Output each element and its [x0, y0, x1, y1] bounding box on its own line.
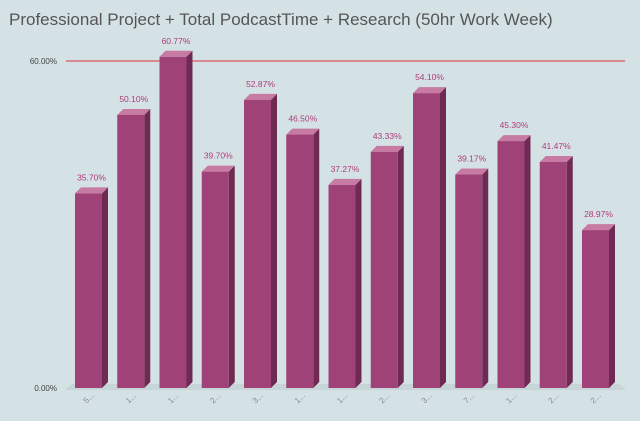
bar-top — [455, 168, 489, 175]
x-tick-label: 2... — [377, 391, 391, 405]
bar — [244, 99, 271, 389]
y-tick-label: 0.00% — [34, 384, 57, 393]
bar — [117, 114, 145, 388]
data-label: 35.70% — [77, 172, 106, 182]
bar-side — [144, 108, 151, 388]
bar-top — [497, 135, 531, 142]
bar-top — [370, 145, 404, 152]
bar-side — [228, 165, 235, 388]
data-label: 41.47% — [542, 141, 571, 151]
bar-top — [582, 224, 615, 231]
x-tick-label: 2... — [589, 391, 603, 405]
data-label: 60.77% — [162, 36, 191, 46]
x-tick-label: 3... — [420, 391, 434, 405]
bar-top — [539, 155, 573, 162]
x-tick-label: 1... — [293, 391, 307, 405]
x-tick-label: 5... — [82, 391, 96, 405]
data-label: 28.97% — [584, 209, 613, 219]
y-tick-label: 60.00% — [30, 57, 57, 66]
bar — [75, 193, 102, 388]
x-tick-label: 1... — [124, 391, 138, 405]
bar-top — [286, 128, 320, 135]
bar-side — [609, 224, 615, 388]
bar-top — [75, 187, 108, 194]
data-label: 43.33% — [373, 131, 402, 141]
bar — [413, 93, 440, 388]
bar-side — [440, 87, 446, 388]
bar-top — [244, 93, 277, 100]
bar-side — [313, 128, 320, 388]
bar-side — [355, 178, 362, 388]
bar — [497, 141, 525, 388]
bar-side — [482, 168, 489, 388]
bar — [328, 184, 356, 388]
bar — [582, 230, 609, 388]
bar — [539, 161, 567, 388]
bar — [201, 171, 229, 388]
bar — [455, 174, 483, 388]
data-label: 39.17% — [457, 154, 486, 164]
x-tick-label: 2... — [546, 391, 560, 405]
bar-side — [566, 155, 573, 388]
bar — [370, 151, 398, 388]
bar-top — [413, 87, 446, 94]
data-label: 54.10% — [415, 72, 444, 82]
bar-side — [397, 145, 404, 388]
data-label: 39.70% — [204, 151, 233, 161]
bar-top — [159, 50, 193, 57]
x-tick-label: 1... — [504, 391, 518, 405]
bar-top — [201, 165, 235, 172]
bar-side — [102, 187, 108, 388]
data-label: 45.30% — [500, 120, 529, 130]
data-label: 46.50% — [288, 114, 317, 124]
bar-side — [186, 50, 193, 389]
x-tick-label: 1... — [166, 391, 180, 405]
x-tick-label: 3... — [251, 391, 265, 405]
bar-side — [524, 135, 531, 388]
x-tick-label: 1... — [335, 391, 349, 405]
bar — [286, 134, 314, 388]
data-label: 37.27% — [331, 164, 360, 174]
x-tick-label: 2... — [208, 391, 222, 405]
x-tick-label: 7... — [462, 391, 476, 405]
bar-top — [328, 178, 362, 185]
bar-top — [117, 108, 151, 115]
data-label: 52.87% — [246, 79, 275, 89]
data-label: 50.10% — [119, 94, 148, 104]
chart-title: Professional Project + Total PodcastTime… — [9, 10, 553, 29]
bar — [159, 56, 187, 389]
bar-side — [271, 93, 277, 389]
